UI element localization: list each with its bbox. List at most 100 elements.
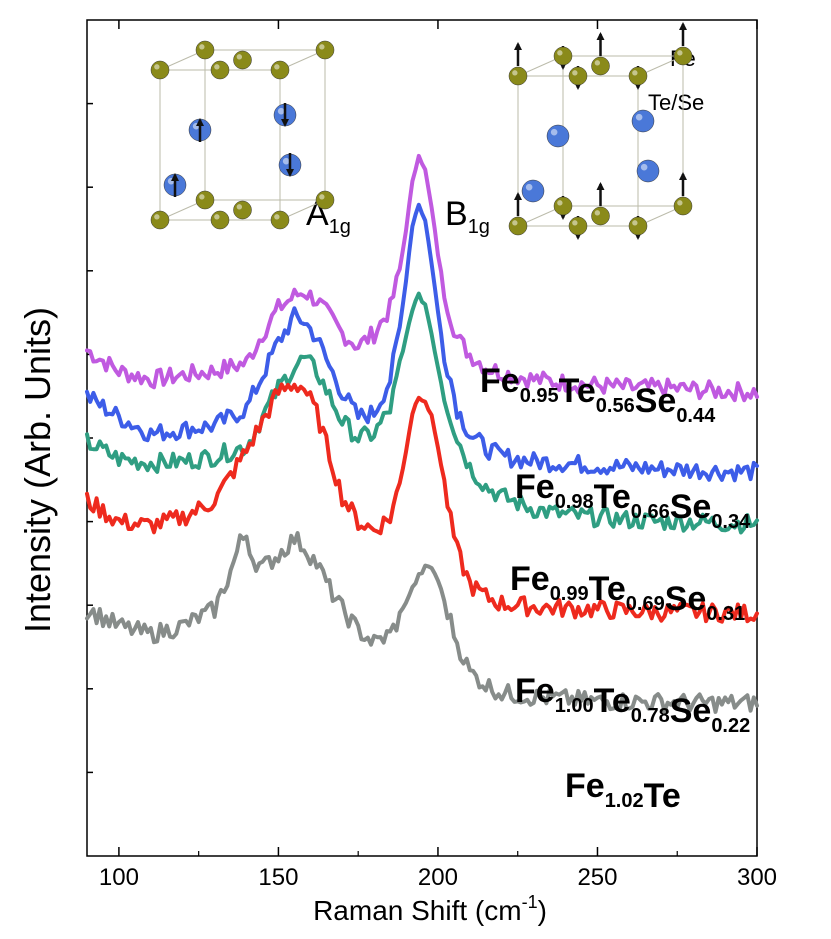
atom-highlight	[236, 54, 243, 60]
element-subscript: 1.02	[605, 790, 644, 812]
element-symbol: Se	[665, 580, 707, 618]
x-axis-title-close: )	[538, 895, 547, 926]
element-subscript: 0.56	[596, 395, 635, 417]
fe-atom	[508, 216, 528, 236]
atom-highlight	[572, 220, 578, 226]
fe-atom	[508, 66, 528, 86]
element-subscript: 0.22	[711, 715, 750, 737]
atom-highlight	[677, 200, 683, 206]
y-axis-title: Intensity (Arb. Units)	[17, 307, 58, 633]
series-line-3	[85, 382, 759, 624]
atom-highlight	[214, 64, 220, 70]
atom-highlight	[512, 70, 518, 76]
element-subscript: 0.44	[676, 405, 716, 427]
arrow-head	[281, 119, 289, 127]
sample-label-0: Fe0.95Te0.56Se0.44	[480, 362, 716, 427]
element-subscript: 1.00	[555, 695, 594, 717]
x-tick-label: 100	[99, 864, 139, 891]
element-symbol: Se	[670, 488, 712, 526]
x-axis-title: Raman Shift (cm-1)	[313, 892, 547, 926]
series-layer	[85, 153, 759, 714]
element-symbol: Fe	[515, 468, 555, 506]
fe-atom	[210, 60, 230, 80]
atom-highlight	[594, 60, 601, 66]
te-se-atom	[546, 124, 570, 148]
element-symbol: Te	[559, 372, 596, 410]
element-symbol: Fe	[565, 767, 605, 805]
atom-highlight	[199, 44, 205, 50]
series-line-4	[85, 531, 759, 714]
atom-highlight	[282, 157, 290, 165]
atom-highlight	[154, 214, 160, 220]
fe-atom	[568, 66, 588, 86]
atom-highlight	[632, 220, 638, 226]
element-symbol: Se	[670, 692, 712, 730]
fe-atom	[591, 206, 610, 226]
sample-label-2: Fe0.99Te0.69Se0.31	[510, 560, 745, 625]
fe-atom	[315, 190, 335, 210]
atom-highlight	[572, 70, 578, 76]
fe-atom	[628, 66, 648, 86]
x-tick-label: 250	[577, 864, 617, 891]
x-axis-ticks: 100 150 200 250 300	[99, 20, 777, 891]
element-subscript: 0.31	[706, 603, 745, 625]
fe-atom	[195, 40, 215, 60]
arrow-head	[596, 182, 605, 190]
atom-highlight	[677, 50, 683, 56]
atom-highlight	[277, 107, 285, 115]
atom-highlight	[632, 70, 638, 76]
fe-atom	[270, 60, 290, 80]
fe-atom	[195, 190, 215, 210]
mode-label-b1g-sub: 1g	[468, 216, 490, 238]
element-symbol: Fe	[515, 672, 555, 710]
arrow-head	[596, 32, 605, 40]
fe-atom	[568, 216, 588, 236]
element-subscript: 0.78	[631, 705, 670, 727]
arrow-head	[514, 42, 522, 50]
element-subscript: 0.95	[520, 385, 559, 407]
atom-highlight	[635, 113, 643, 121]
te-se-atom	[631, 109, 655, 133]
fe-atom	[233, 200, 252, 220]
fe-atom	[673, 196, 693, 216]
atom-highlight	[319, 44, 325, 50]
mode-label-a1g-sub: 1g	[329, 216, 351, 238]
element-subscript: 0.69	[626, 593, 665, 615]
arrow-head	[679, 22, 687, 30]
atom-highlight	[274, 214, 280, 220]
atom-highlight	[525, 183, 533, 191]
legend-te-se: Te/Se	[648, 90, 704, 115]
mode-label-b1g-base: B	[445, 195, 468, 233]
element-symbol: Te	[594, 478, 631, 516]
element-symbol: Fe	[510, 560, 550, 598]
element-symbol: Se	[635, 382, 677, 420]
series-line-1	[85, 202, 759, 483]
arrow-head	[679, 172, 687, 180]
arrow-head	[196, 118, 204, 126]
atom-highlight	[557, 50, 563, 56]
element-subscript: 0.34	[711, 511, 751, 533]
crystal-structure-a1g-icon	[150, 40, 335, 230]
fe-atom	[628, 216, 648, 236]
atom-highlight	[236, 204, 243, 210]
sample-label-4: Fe1.02Te	[565, 767, 681, 815]
fe-atom	[150, 60, 170, 80]
series-line-2	[85, 291, 759, 535]
series-line-0	[85, 153, 759, 403]
fe-atom	[270, 210, 290, 230]
element-symbol: Te	[594, 682, 631, 720]
atom-highlight	[557, 200, 563, 206]
atom-highlight	[154, 64, 160, 70]
x-tick-label: 300	[737, 864, 777, 891]
fe-atom	[315, 40, 335, 60]
fe-atom	[553, 196, 573, 216]
fe-atom	[150, 210, 170, 230]
atom-highlight	[274, 64, 280, 70]
fe-atom	[673, 46, 693, 66]
sample-label-3: Fe1.00Te0.78Se0.22	[515, 672, 750, 737]
te-se-atom	[636, 159, 660, 183]
element-subscript: 0.99	[550, 583, 589, 605]
element-symbol: Te	[589, 570, 626, 608]
crystal-structure-b1g-icon	[508, 22, 693, 240]
